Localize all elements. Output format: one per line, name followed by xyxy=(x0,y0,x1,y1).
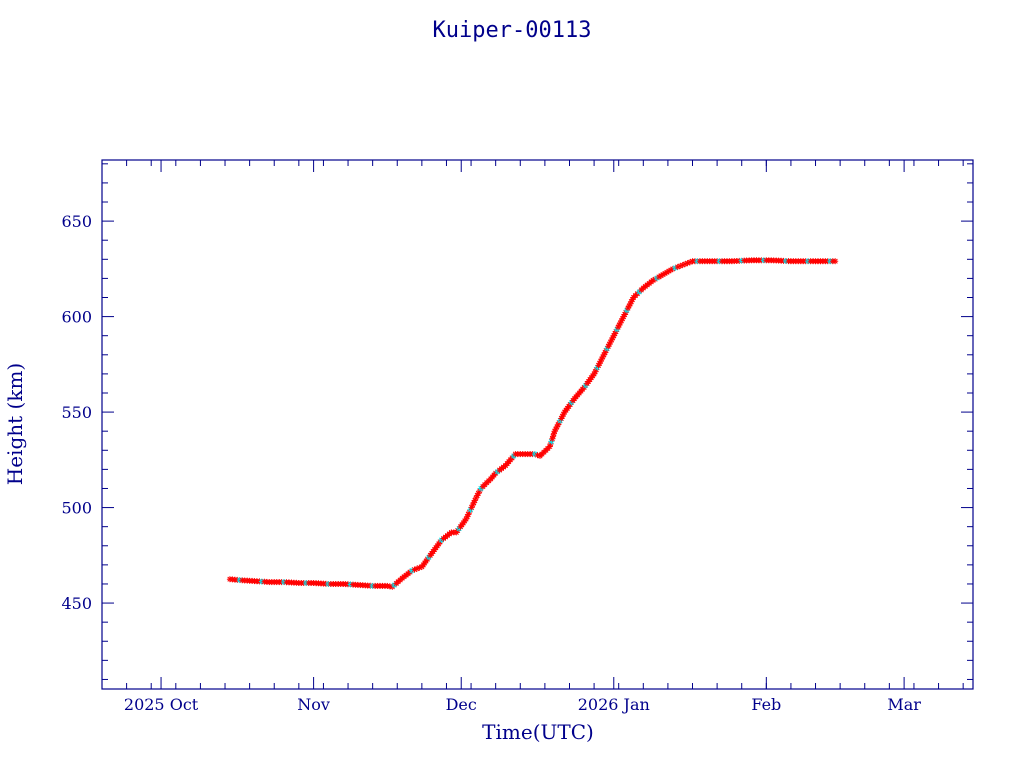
data-point xyxy=(687,259,693,266)
x-tick-label: 2026 Jan xyxy=(578,695,650,714)
series-connector xyxy=(229,259,836,588)
y-tick-label: 550 xyxy=(61,403,92,422)
x-tick-label: 2025 Oct xyxy=(124,695,199,714)
data-point xyxy=(832,258,839,265)
chart-title: Kuiper-00113 xyxy=(433,18,592,43)
data-point xyxy=(547,440,554,447)
y-axis: 450 500 550 600 650 xyxy=(61,163,973,680)
y-tick-label: 600 xyxy=(61,308,92,327)
x-tick-label: Dec xyxy=(446,695,477,714)
x-tick-label: Feb xyxy=(751,695,781,714)
x-tick-label: Nov xyxy=(297,695,330,714)
x-axis-label: Time(UTC) xyxy=(482,720,594,744)
y-tick-label: 650 xyxy=(61,212,92,231)
data-point xyxy=(550,430,557,437)
y-tick-label: 450 xyxy=(61,594,92,613)
y-axis-label: Height (km) xyxy=(3,363,27,485)
x-axis: 2025 Oct Nov Dec 2026 Jan Feb Mar xyxy=(101,160,964,714)
y-tick-label: 500 xyxy=(61,499,92,518)
data-point xyxy=(550,433,557,440)
data-point xyxy=(594,364,601,371)
plot-frame xyxy=(101,159,974,690)
x-tick-label: Mar xyxy=(887,695,921,714)
series-layer xyxy=(226,257,839,590)
